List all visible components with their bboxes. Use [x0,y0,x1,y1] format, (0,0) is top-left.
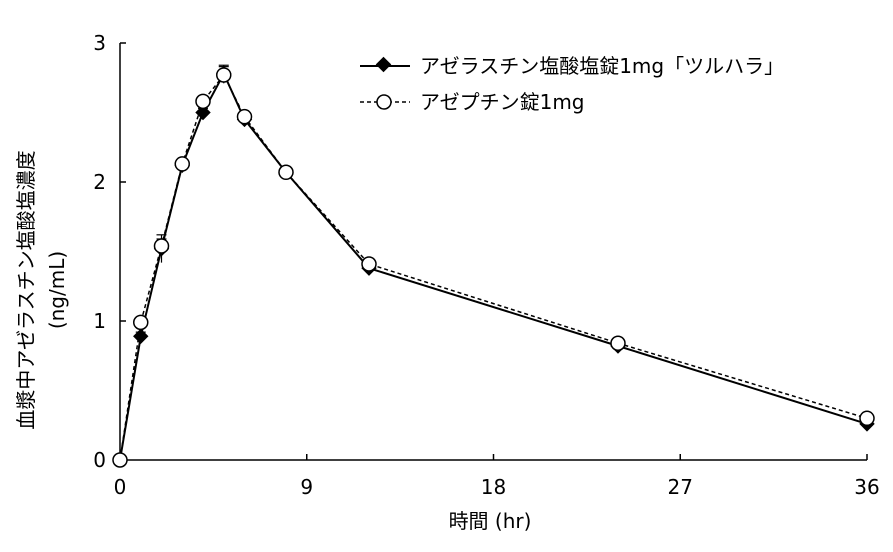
data-point-diamond [133,328,149,344]
y-tick-label: 1 [93,309,106,333]
y-tick-label: 3 [93,31,106,55]
series-group [112,64,875,468]
data-point-diamond [195,104,211,121]
data-point-circle [278,164,294,181]
data-point-circle [195,93,211,110]
x-axis-title: 時間 (hr) [449,509,532,533]
legend: アゼラスチン塩酸塩錠1mg「ツルハラ」 アゼプチン錠1mg [360,54,784,114]
legend-entry-series-2: アゼプチン錠1mg [360,90,585,114]
y-axis-unit: (ng/mL) [45,251,69,329]
x-tick-label: 18 [481,475,506,499]
series-2 [112,66,875,468]
x-tick-label: 9 [300,475,313,499]
legend-label-series-1: アゼラスチン塩酸塩錠1mg「ツルハラ」 [420,54,784,78]
legend-label-series-2: アゼプチン錠1mg [420,90,585,114]
x-tick-label: 0 [114,475,127,499]
legend-entry-series-1: アゼラスチン塩酸塩錠1mg「ツルハラ」 [360,54,784,78]
series-1 [112,64,875,468]
data-point-circle [133,314,149,331]
data-point-circle [859,410,875,427]
y-ticks: 0 1 2 3 [93,31,126,472]
legend-marker-circle [376,94,392,110]
series-1-line [119,71,868,461]
data-point-circle [610,335,626,351]
data-point-circle [216,67,232,83]
y-tick-label: 2 [93,170,106,194]
data-point-circle [236,108,253,125]
data-point-circle [361,256,377,272]
legend-marker-diamond [375,56,392,73]
x-tick-label: 27 [668,475,693,499]
x-tick-label: 36 [854,475,879,499]
series-2-line [119,73,868,461]
data-point-circle [174,156,190,172]
x-ticks: 0 9 18 27 36 [114,454,880,499]
y-axis-title: 血漿中アゼラスチン塩酸塩濃度 [14,150,38,429]
y-tick-label: 0 [93,448,106,472]
data-point-circle [153,238,170,254]
data-point-circle [112,452,128,468]
